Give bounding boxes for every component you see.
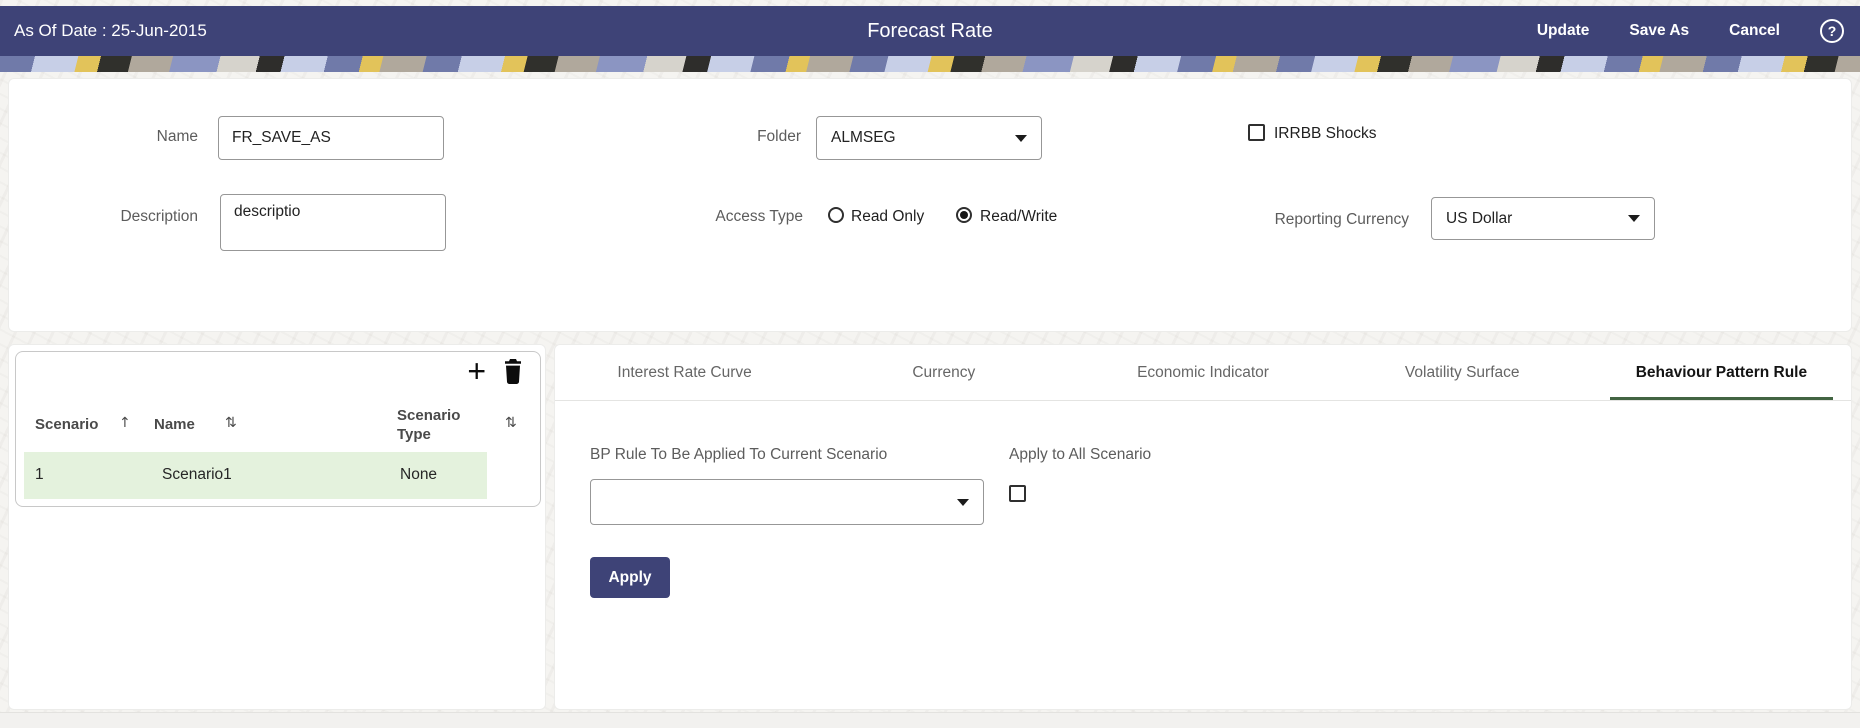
reporting-currency-select[interactable]: US Dollar — [1431, 197, 1655, 240]
name-input[interactable] — [218, 116, 444, 160]
cancel-button[interactable]: Cancel — [1729, 22, 1780, 39]
tab-economic-indicator[interactable]: Economic Indicator — [1137, 363, 1269, 381]
tab-volatility-surface[interactable]: Volatility Surface — [1404, 363, 1520, 381]
reporting-currency-label: Reporting Currency — [1274, 211, 1409, 228]
add-scenario-icon[interactable]: + — [467, 353, 486, 389]
tab-interest-rate-curve[interactable]: Interest Rate Curve — [617, 363, 752, 381]
delete-scenario-icon[interactable] — [502, 358, 524, 385]
read-write-radio[interactable] — [956, 207, 972, 223]
scenario-table-toolbar: + — [467, 353, 524, 389]
rate-detail-panel: Interest Rate Curve Currency Economic In… — [554, 344, 1852, 710]
sort-both-icon[interactable]: ⇅ — [505, 415, 517, 431]
help-icon[interactable]: ? — [1820, 19, 1844, 43]
update-button[interactable]: Update — [1536, 22, 1590, 39]
forecast-rate-form-card: Name Folder ALMSEG IRRBB Shocks Descript… — [8, 78, 1852, 332]
page-title: Forecast Rate — [867, 19, 993, 42]
col-scenario-label: Scenario — [35, 416, 99, 433]
folder-select-value: ALMSEG — [831, 129, 896, 146]
read-only-label: Read Only — [851, 208, 925, 225]
chevron-down-icon — [1628, 215, 1640, 222]
chevron-down-icon — [957, 498, 969, 506]
apply-all-scenario-checkbox[interactable] — [1009, 485, 1026, 502]
irrbb-shocks-checkbox[interactable] — [1248, 124, 1265, 141]
row-name-value: Scenario1 — [162, 466, 232, 483]
irrbb-shocks-label: IRRBB Shocks — [1274, 125, 1377, 142]
save-as-button[interactable]: Save As — [1629, 22, 1690, 39]
scenario-panel: + Scenario ↑ Name ⇅ Scenario Type ⇅ 1 Sc… — [8, 344, 546, 710]
description-label: Description — [120, 208, 198, 225]
folder-label: Folder — [757, 128, 801, 145]
row-scenario-type-value: None — [400, 466, 438, 483]
tab-currency[interactable]: Currency — [912, 363, 976, 381]
tab-behaviour-pattern-rule[interactable]: Behaviour Pattern Rule — [1592, 345, 1851, 400]
scenario-table-header: Scenario ↑ Name ⇅ Scenario Type ⇅ — [16, 402, 540, 448]
tab-bar: Interest Rate Curve Currency Economic In… — [555, 345, 1851, 401]
apply-all-scenario-label: Apply to All Scenario — [1009, 446, 1152, 463]
row-scenario-value: 1 — [35, 466, 44, 483]
top-header-bar: As Of Date : 25-Jun-2015 Forecast Rate U… — [0, 6, 1860, 56]
sort-both-icon[interactable]: ⇅ — [225, 415, 237, 431]
apply-button[interactable]: Apply — [590, 557, 670, 598]
as-of-date-label: As Of Date : 25-Jun-2015 — [14, 21, 207, 40]
header-actions: Update Save As Cancel ? — [1537, 19, 1844, 43]
table-row[interactable]: 1 Scenario1 None — [24, 452, 487, 499]
bp-rule-label: BP Rule To Be Applied To Current Scenari… — [590, 446, 888, 463]
read-write-label: Read/Write — [980, 208, 1058, 225]
scenario-table: + Scenario ↑ Name ⇅ Scenario Type ⇅ 1 Sc… — [15, 351, 541, 507]
col-scenario-type-label: Scenario Type — [397, 407, 461, 443]
bp-rule-select[interactable] — [590, 479, 984, 525]
access-type-label: Access Type — [715, 208, 803, 225]
decorative-pattern-strip — [0, 56, 1860, 72]
col-name-label: Name — [154, 416, 195, 433]
name-label: Name — [156, 128, 198, 145]
sort-asc-icon[interactable]: ↑ — [119, 415, 131, 431]
description-textarea[interactable]: descriptio — [220, 194, 446, 251]
read-only-radio[interactable] — [828, 207, 844, 223]
horizontal-scrollbar[interactable] — [0, 712, 1860, 728]
folder-select[interactable]: ALMSEG — [816, 116, 1042, 160]
reporting-currency-value: US Dollar — [1446, 209, 1513, 227]
chevron-down-icon — [1015, 134, 1027, 142]
